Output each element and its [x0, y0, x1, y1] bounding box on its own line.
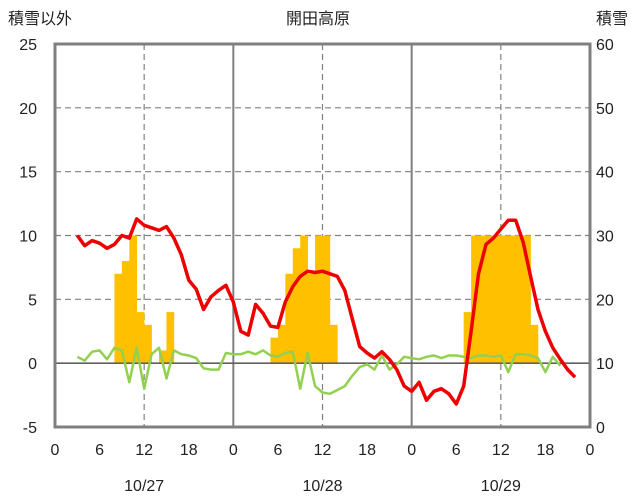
- x-tick-label: 18: [537, 442, 555, 459]
- bar: [463, 312, 472, 364]
- bar: [300, 235, 308, 364]
- bar: [322, 235, 331, 364]
- y-right-tick-label: 50: [596, 101, 614, 118]
- bar: [329, 324, 338, 364]
- bar: [478, 235, 487, 364]
- y-right-tick-label: 60: [596, 37, 614, 54]
- plot-border: [53, 42, 592, 429]
- y-right-tick-label: 0: [596, 420, 605, 437]
- y-left-tick-label: 25: [19, 37, 37, 54]
- temperature-series-line: [75, 217, 577, 406]
- y-right-tick-label: 20: [596, 292, 614, 309]
- tick-labels: -5 0 5 10 15 20 25 0 10 20 30 40 50 60 0 6 12 18 0 6 12 18 0 6 1…: [19, 37, 614, 495]
- y-left-tick-label: 5: [28, 292, 37, 309]
- y-left-tick-label: 20: [19, 101, 37, 118]
- y-left-tick-label: 15: [19, 165, 37, 182]
- y-left-tick-label: -5: [23, 420, 37, 437]
- bar: [129, 235, 138, 364]
- x-tick-label: 6: [452, 442, 461, 459]
- y-right-tick-label: 30: [596, 229, 614, 246]
- x-tick-label: 0: [586, 442, 595, 459]
- line-series: [75, 217, 577, 406]
- x-tick-label: 0: [229, 442, 238, 459]
- left-axis-label: 積雪以外: [8, 10, 72, 28]
- x-tick-label: 12: [492, 442, 510, 459]
- bar: [277, 324, 286, 364]
- bar: [292, 248, 301, 364]
- bar: [315, 235, 323, 364]
- bar: [500, 235, 509, 364]
- right-axis-label: 積雪: [596, 10, 628, 28]
- x-tick-label: 12: [314, 442, 332, 459]
- chart-title: 開田高原: [286, 10, 350, 28]
- bar: [307, 273, 316, 364]
- bar: [485, 235, 494, 364]
- bar: [136, 312, 145, 364]
- x-tick-label: 6: [95, 442, 104, 459]
- bar: [515, 235, 524, 364]
- bar: [493, 235, 502, 364]
- x-tick-label: 18: [180, 442, 198, 459]
- bar: [270, 337, 279, 364]
- bar: [285, 273, 294, 364]
- x-tick-label: 6: [273, 442, 282, 459]
- plot-frame: [53, 42, 592, 429]
- bar: [508, 235, 516, 364]
- bar: [523, 235, 531, 364]
- green-series-line: [76, 346, 562, 396]
- bar: [114, 273, 123, 364]
- bar: [166, 312, 175, 364]
- x-tick-label: 0: [407, 442, 416, 459]
- date-label: 10/28: [302, 478, 342, 495]
- bar: [530, 324, 539, 364]
- date-label: 10/29: [481, 478, 521, 495]
- y-left-tick-label: 0: [28, 356, 37, 373]
- x-tick-label: 12: [135, 442, 153, 459]
- bar: [121, 261, 130, 364]
- y-left-tick-label: 10: [19, 229, 37, 246]
- x-tick-label: 18: [358, 442, 376, 459]
- bar: [159, 350, 167, 364]
- date-label: 10/27: [124, 478, 164, 495]
- y-right-tick-label: 40: [596, 165, 614, 182]
- bar: [144, 324, 152, 364]
- x-tick-label: 0: [51, 442, 60, 459]
- y-right-tick-label: 10: [596, 356, 614, 373]
